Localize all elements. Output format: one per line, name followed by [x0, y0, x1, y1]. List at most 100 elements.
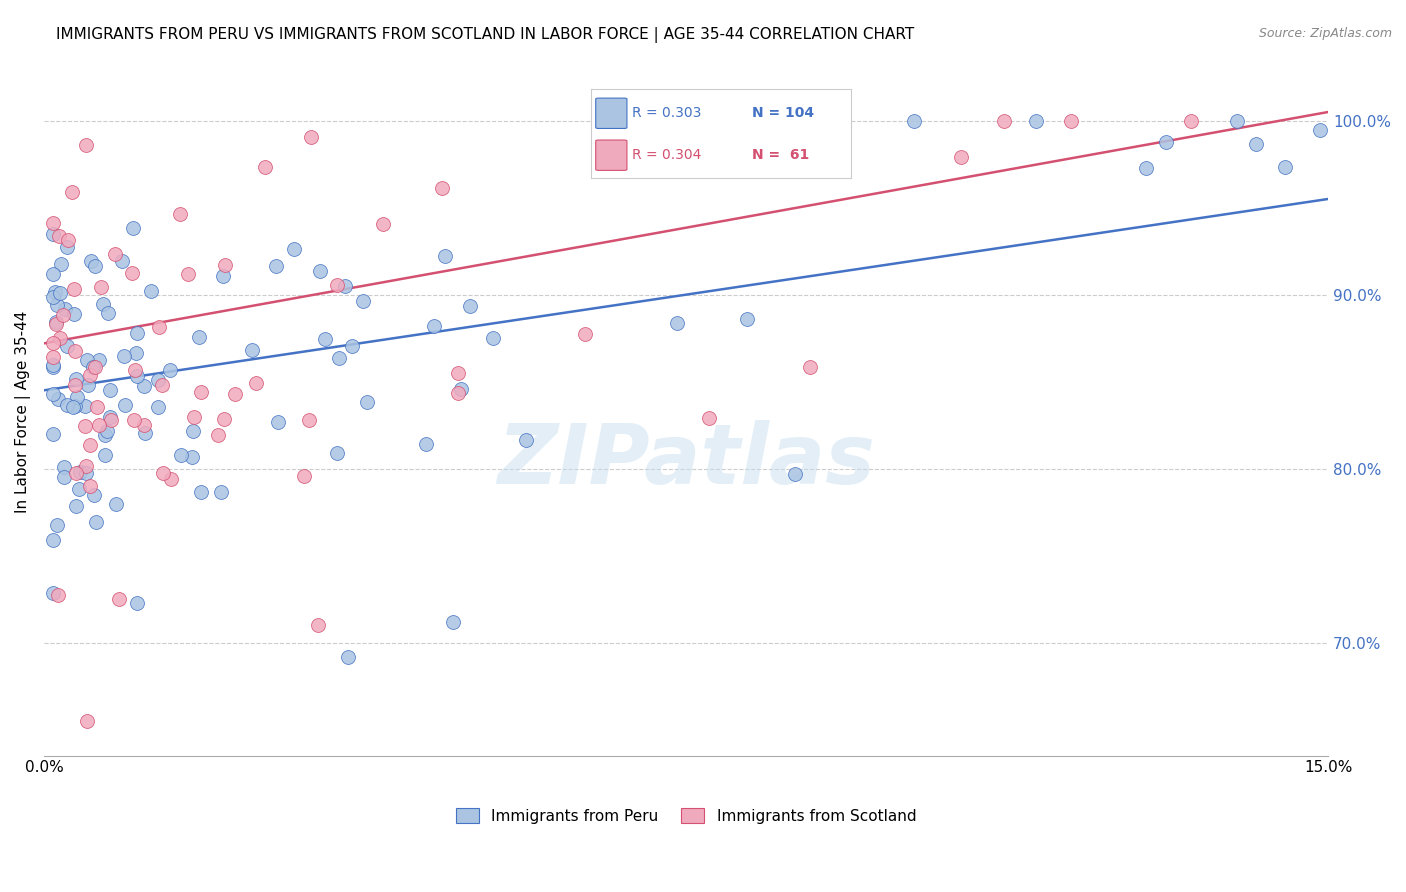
Point: [441, 615, 464, 630]
Point: [49, 331, 72, 345]
Point: [44, 285, 66, 299]
Point: [340, 339, 363, 353]
Point: [434, 249, 457, 263]
Point: [121, 266, 143, 280]
Point: [62, 401, 84, 415]
Point: [1135, 161, 1157, 175]
Point: [307, 618, 329, 632]
Point: [214, 258, 236, 272]
Point: [75, 418, 97, 433]
Point: [177, 267, 200, 281]
Point: [56, 240, 79, 254]
Point: [298, 412, 321, 426]
Point: [87, 417, 110, 432]
Point: [212, 268, 235, 283]
Point: [328, 351, 350, 366]
Point: [53, 469, 76, 483]
Point: [56, 339, 79, 353]
Legend: Immigrants from Peru, Immigrants from Scotland: Immigrants from Peru, Immigrants from Sc…: [456, 808, 917, 823]
Point: [785, 467, 807, 481]
Point: [76, 352, 98, 367]
Point: [65, 372, 87, 386]
Point: [373, 218, 395, 232]
Point: [96, 424, 118, 438]
Point: [224, 387, 246, 401]
Point: [58, 233, 80, 247]
Point: [325, 446, 347, 460]
Point: [352, 293, 374, 308]
Point: [1309, 122, 1331, 136]
Point: [183, 410, 205, 425]
Point: [75, 458, 97, 473]
Point: [111, 253, 134, 268]
Point: [45, 298, 67, 312]
Point: [79, 254, 101, 268]
Point: [515, 433, 537, 447]
Point: [1180, 113, 1202, 128]
Point: [114, 398, 136, 412]
Point: [46, 392, 69, 406]
Text: Source: ZipAtlas.com: Source: ZipAtlas.com: [1258, 27, 1392, 40]
Point: [63, 282, 86, 296]
Point: [950, 150, 973, 164]
Point: [76, 714, 98, 728]
Point: [77, 378, 100, 392]
Point: [1025, 113, 1047, 128]
Point: [46, 518, 69, 533]
Point: [75, 138, 97, 153]
Point: [49, 257, 72, 271]
Point: [52, 309, 75, 323]
Point: [45, 317, 67, 331]
Point: [758, 122, 780, 136]
Point: [1060, 113, 1083, 128]
Point: [447, 366, 470, 380]
Point: [134, 379, 156, 393]
Point: [993, 113, 1015, 128]
Point: [53, 301, 76, 316]
Point: [697, 411, 720, 425]
Point: [430, 180, 453, 194]
Text: IMMIGRANTS FROM PERU VS IMMIGRANTS FROM SCOTLAND IN LABOR FORCE | AGE 35-44 CORR: IMMIGRANTS FROM PERU VS IMMIGRANTS FROM …: [56, 27, 914, 43]
Point: [42, 335, 65, 350]
Point: [42, 227, 65, 241]
Point: [112, 349, 135, 363]
Point: [56, 399, 79, 413]
Point: [150, 378, 173, 392]
Point: [42, 427, 65, 442]
Point: [65, 466, 87, 480]
Point: [170, 448, 193, 462]
Point: [75, 399, 97, 413]
Point: [152, 466, 174, 480]
Point: [181, 424, 204, 438]
Point: [65, 499, 87, 513]
Point: [42, 387, 65, 401]
Point: [292, 468, 315, 483]
Point: [481, 331, 503, 345]
Point: [1274, 161, 1296, 175]
Point: [148, 400, 170, 414]
Point: [104, 247, 127, 261]
Point: [42, 216, 65, 230]
Point: [799, 360, 821, 375]
Point: [735, 312, 758, 326]
Point: [83, 488, 105, 502]
Point: [53, 459, 76, 474]
Point: [91, 297, 114, 311]
Point: [574, 326, 596, 341]
Point: [125, 346, 148, 360]
Point: [125, 326, 148, 340]
FancyBboxPatch shape: [596, 98, 627, 128]
Point: [415, 436, 437, 450]
Point: [139, 284, 162, 298]
Point: [69, 465, 91, 479]
Text: R = 0.304: R = 0.304: [633, 148, 702, 162]
Point: [82, 360, 104, 375]
Point: [591, 145, 613, 159]
Point: [86, 400, 108, 414]
Point: [67, 482, 90, 496]
Point: [315, 332, 337, 346]
Point: [122, 221, 145, 235]
Point: [42, 290, 65, 304]
Point: [254, 160, 277, 174]
Point: [79, 479, 101, 493]
